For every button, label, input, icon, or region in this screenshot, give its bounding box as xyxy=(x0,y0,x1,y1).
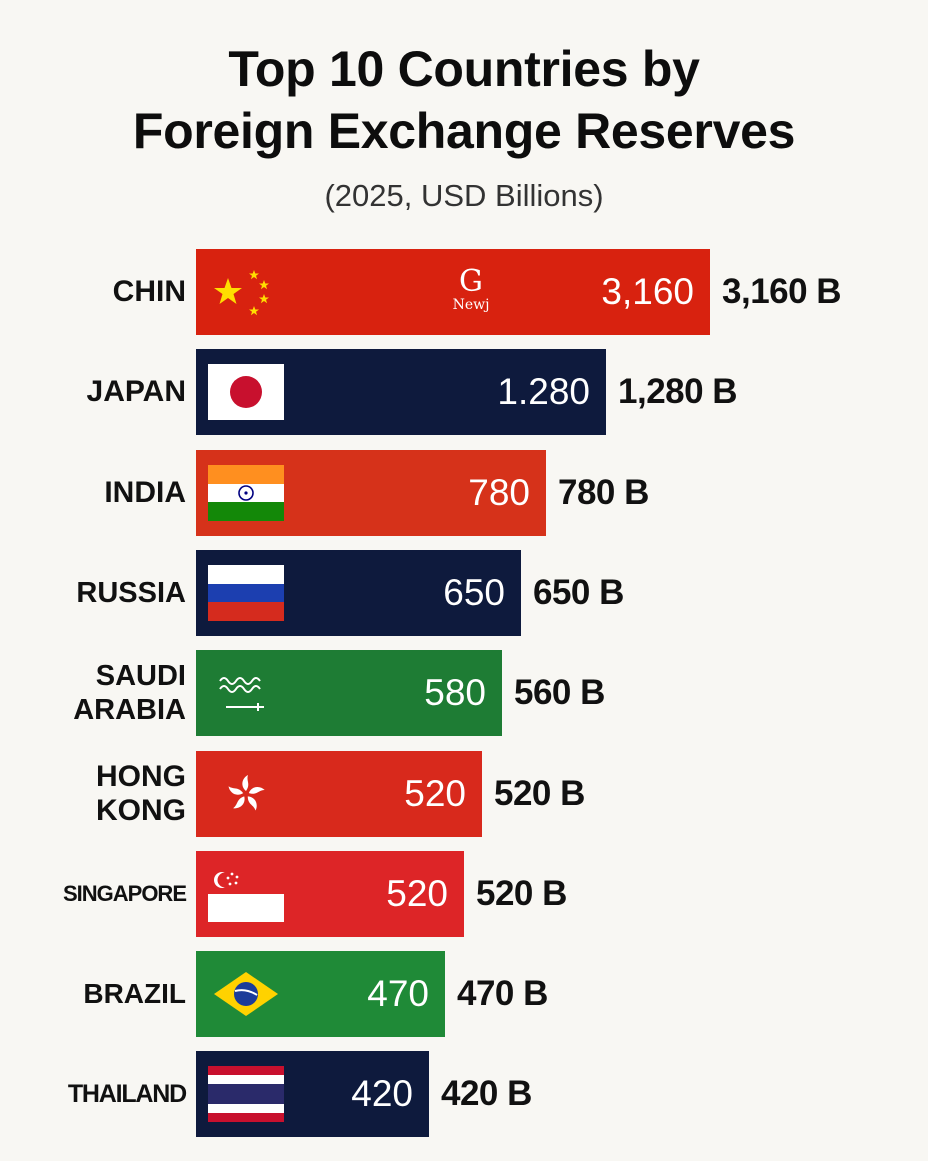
bar-value-label: 1.280 xyxy=(497,371,590,412)
thailand-flag-icon xyxy=(208,1066,284,1122)
outside-value-label: 470 B xyxy=(457,974,548,1013)
bar-value-label: 3,160 xyxy=(601,271,694,312)
chart-row: JAPAN 1.280 1,280 B xyxy=(0,349,928,439)
outside-value-label: 520 B xyxy=(494,774,585,813)
chart-title-line-1: Top 10 Countries by xyxy=(228,41,700,97)
outside-value-label: 420 B xyxy=(441,1074,532,1113)
chart-row: CHIN G Newj 3,160 3,160 B xyxy=(0,249,928,339)
outside-value-label: 520 B xyxy=(476,874,567,913)
russia-flag-icon xyxy=(208,565,284,621)
category-label: JAPAN xyxy=(86,375,186,408)
watermark-logo: G Newj xyxy=(441,264,501,314)
chart-title-line-2: Foreign Exchange Reserves xyxy=(132,103,796,159)
bar-value-label: 470 xyxy=(367,973,429,1014)
brazil-flag-icon xyxy=(208,966,284,1022)
outside-value-label: 780 B xyxy=(558,473,649,512)
category-label: HONG KONG xyxy=(96,760,186,827)
china-flag-icon xyxy=(208,264,284,320)
saudi-arabia-flag-icon xyxy=(208,665,284,721)
bar: 470 xyxy=(196,951,445,1037)
chart-row: HONG KONG 520 520 B xyxy=(0,751,928,841)
bar-value-label: 580 xyxy=(424,672,486,713)
category-label: SINGAPORE xyxy=(62,881,187,906)
bar-value-label: 780 xyxy=(468,472,530,513)
chart-row: SINGAPORE 520 520 B xyxy=(0,851,928,941)
bar: G Newj 3,160 xyxy=(196,249,710,335)
category-label: SAUDI ARABIA xyxy=(73,660,186,726)
bar-value-label: 520 xyxy=(386,873,448,914)
chart-title: Top 10 Countries by Foreign Exchange Res… xyxy=(0,38,928,162)
chart-row: SAUDI ARABIA 580 560 B xyxy=(0,650,928,740)
category-label: THAILAND xyxy=(67,1080,187,1108)
outside-value-label: 560 B xyxy=(514,673,605,712)
bar: 520 xyxy=(196,751,482,837)
chart-row: THAILAND 420 420 B xyxy=(0,1051,928,1141)
hong-kong-flag-icon xyxy=(208,766,284,822)
outside-value-label: 1,280 B xyxy=(618,372,738,411)
bar-value-label: 520 xyxy=(404,773,466,814)
outside-value-label: 650 B xyxy=(533,573,624,612)
singapore-flag-icon xyxy=(208,866,284,922)
watermark-glyph: G xyxy=(459,264,483,299)
bar: 580 xyxy=(196,650,502,736)
chart-row: BRAZIL 470 470 B xyxy=(0,951,928,1041)
japan-flag-icon xyxy=(208,364,284,420)
bar: 650 xyxy=(196,550,521,636)
outside-value-label: 3,160 B xyxy=(722,272,842,311)
chart-subtitle: (2025, USD Billions) xyxy=(324,178,604,213)
india-flag-icon xyxy=(208,465,284,521)
chart-row: RUSSIA 650 650 B xyxy=(0,550,928,640)
category-label: RUSSIA xyxy=(76,577,186,609)
watermark-text: Newj xyxy=(452,297,490,313)
chart-row: INDIA 780 780 B xyxy=(0,450,928,540)
category-label: CHIN xyxy=(112,275,186,308)
bar-value-label: 650 xyxy=(443,572,505,613)
bar: 1.280 xyxy=(196,349,606,435)
category-label: BRAZIL xyxy=(83,978,186,1009)
bar-value-label: 420 xyxy=(351,1073,413,1114)
category-label: INDIA xyxy=(104,476,186,509)
bar: 420 xyxy=(196,1051,429,1137)
bar: 520 xyxy=(196,851,464,937)
bar: 780 xyxy=(196,450,546,536)
